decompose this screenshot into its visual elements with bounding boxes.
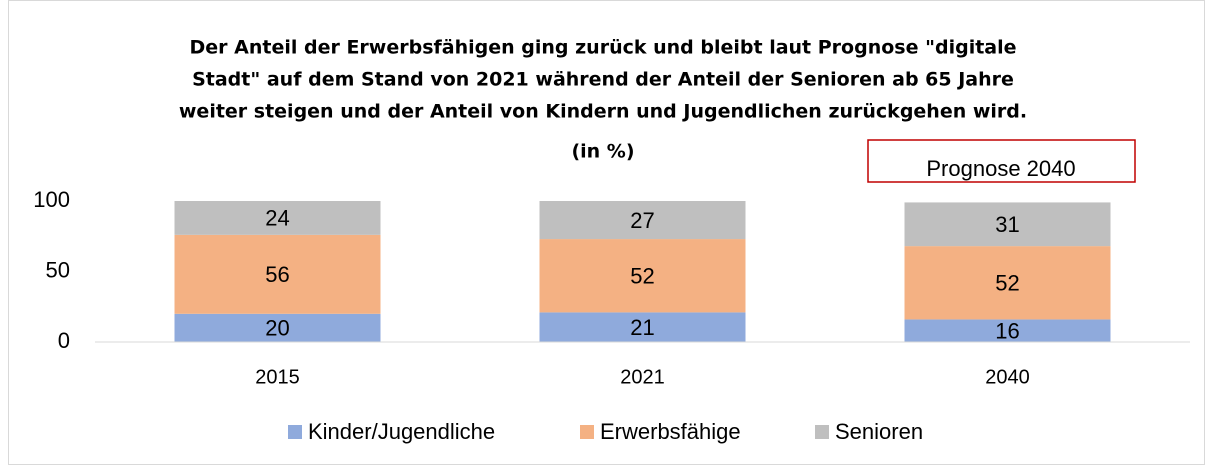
bar-segment xyxy=(174,234,381,314)
data-label: 27 xyxy=(630,208,654,233)
legend-label: Kinder/Jugendliche xyxy=(308,419,495,444)
bar-segment xyxy=(539,312,746,342)
y-tick-label: 0 xyxy=(58,328,70,353)
legend-swatch xyxy=(288,425,302,439)
chart-title: Stadt" auf dem Stand von 2021 während de… xyxy=(192,69,1014,91)
bar-segment xyxy=(904,202,1111,247)
chart-title: (in %) xyxy=(571,141,634,163)
bar-segment xyxy=(174,313,381,342)
data-label: 24 xyxy=(265,206,289,231)
chart-title: weiter steigen und der Anteil von Kinder… xyxy=(179,101,1027,123)
legend-label: Erwerbsfähige xyxy=(600,419,741,444)
data-label: 56 xyxy=(265,262,289,287)
bar-segment xyxy=(174,201,381,235)
data-label: 20 xyxy=(265,316,289,341)
bar-segment xyxy=(539,201,746,240)
x-tick-label: 2015 xyxy=(255,366,300,388)
bar-segment xyxy=(904,319,1111,342)
bar-segment xyxy=(904,246,1111,320)
data-label: 52 xyxy=(995,271,1019,296)
x-tick-label: 2040 xyxy=(985,366,1030,388)
y-tick-label: 50 xyxy=(46,257,70,282)
legend-swatch xyxy=(580,425,594,439)
annotation-box xyxy=(867,139,1136,183)
x-tick-label: 2021 xyxy=(620,366,665,388)
legend-swatch xyxy=(815,425,829,439)
y-tick-label: 100 xyxy=(33,187,70,212)
legend-label: Senioren xyxy=(835,419,923,444)
chart-title: Der Anteil der Erwerbsfähigen ging zurüc… xyxy=(189,37,1016,59)
data-label: 52 xyxy=(630,264,654,289)
annotation: Prognose 2040 xyxy=(926,156,1075,181)
data-label: 31 xyxy=(995,212,1019,237)
data-label: 21 xyxy=(630,315,654,340)
bar-segment xyxy=(539,239,746,313)
data-label: 16 xyxy=(995,319,1019,344)
